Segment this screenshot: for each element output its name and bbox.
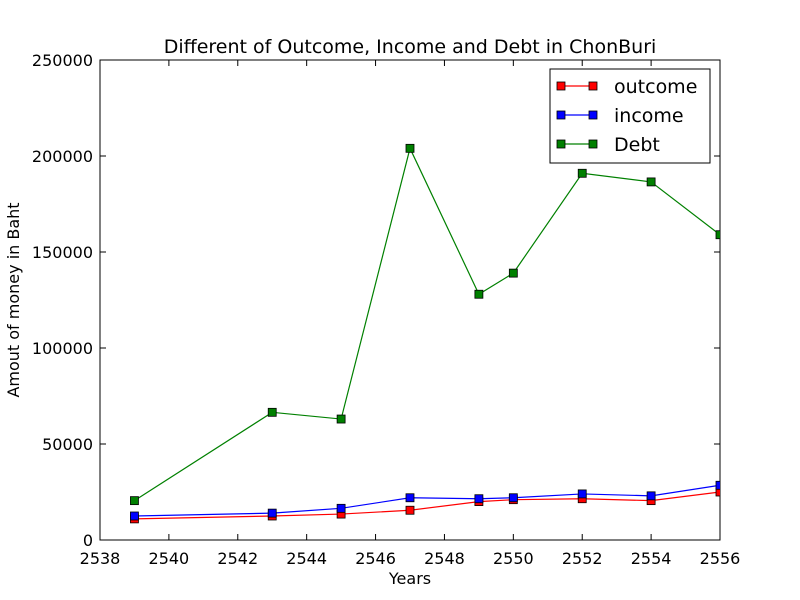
y-tick-label: 100000 xyxy=(32,339,93,358)
series-layer xyxy=(130,143,720,524)
legend-label: Debt xyxy=(614,134,660,156)
legend-item: Debt xyxy=(556,134,660,156)
x-tick-label: 2538 xyxy=(80,549,121,568)
y-tick-label: 0 xyxy=(83,531,93,550)
y-tick-label: 150000 xyxy=(32,243,93,262)
y-tick-label: 250000 xyxy=(32,51,93,70)
data-point xyxy=(577,489,587,499)
legend-marker xyxy=(588,110,598,120)
data-point xyxy=(405,493,415,503)
x-tick-label: 2540 xyxy=(149,549,190,568)
legend-marker xyxy=(588,139,598,149)
data-point xyxy=(474,289,484,299)
legend-marker xyxy=(588,81,598,91)
data-point xyxy=(715,480,720,490)
x-axis: 2538 2540 2542 2544 2546 2548 2550 2552 2554 2556 xyxy=(80,60,741,568)
legend-item: income xyxy=(556,105,684,127)
data-point xyxy=(508,268,518,278)
x-tick-label: 2556 xyxy=(700,549,741,568)
legend-marker xyxy=(556,110,566,120)
y-tick-label: 200000 xyxy=(32,147,93,166)
data-point xyxy=(508,493,518,503)
y-tick-label: 50000 xyxy=(42,435,93,454)
legend-label: income xyxy=(614,105,684,127)
data-point xyxy=(646,491,656,501)
x-tick-label: 2552 xyxy=(562,549,603,568)
x-tick-label: 2544 xyxy=(286,549,327,568)
y-axis-label: Amout of money in Baht xyxy=(4,202,23,397)
legend-label: outcome xyxy=(614,76,697,98)
legend-item: outcome xyxy=(556,76,697,98)
series-debt xyxy=(130,143,720,506)
chart-title: Different of Outcome, Income and Debt in… xyxy=(164,36,657,58)
x-tick-label: 2550 xyxy=(493,549,534,568)
data-point xyxy=(405,143,415,153)
data-point xyxy=(715,487,720,497)
data-point xyxy=(715,230,720,240)
data-point xyxy=(336,414,346,424)
legend-marker xyxy=(556,139,566,149)
data-point xyxy=(267,508,277,518)
y-axis: 0 50000 100000 150000 200000 250000 xyxy=(32,51,720,550)
legend-marker xyxy=(556,81,566,91)
data-point xyxy=(405,505,415,515)
data-point xyxy=(646,177,656,187)
data-point xyxy=(474,494,484,504)
legend: outcome income Debt xyxy=(549,68,711,164)
data-point xyxy=(336,503,346,513)
x-tick-label: 2548 xyxy=(424,549,465,568)
x-tick-label: 2546 xyxy=(355,549,396,568)
data-point xyxy=(130,511,139,521)
x-tick-label: 2554 xyxy=(631,549,672,568)
data-point xyxy=(267,407,277,417)
legend-box xyxy=(549,68,711,164)
x-tick-label: 2542 xyxy=(217,549,258,568)
x-axis-label: Years xyxy=(388,569,431,588)
series-income xyxy=(130,480,720,521)
data-point xyxy=(577,168,587,178)
data-point xyxy=(130,496,139,506)
